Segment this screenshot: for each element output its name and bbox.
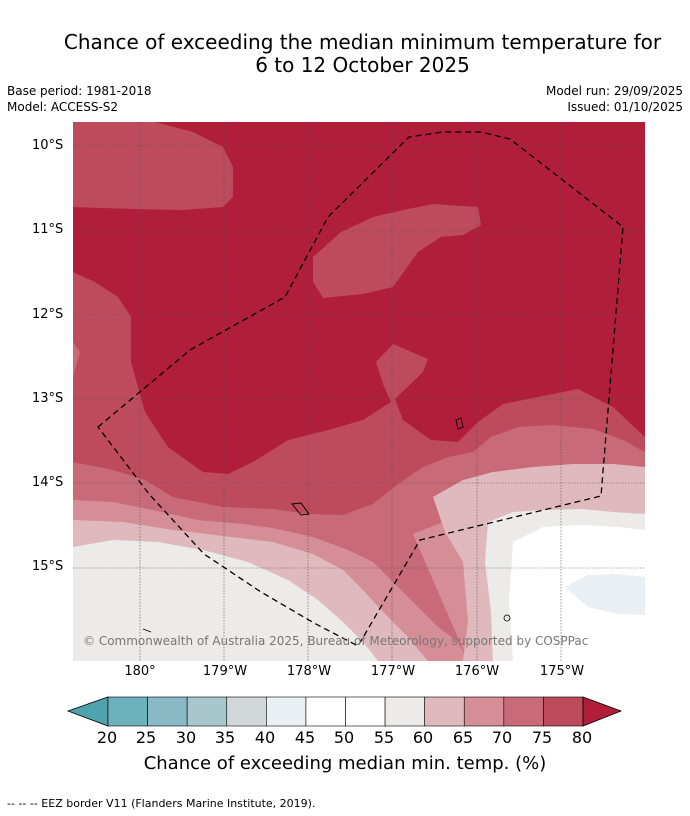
region-40-45: [565, 574, 645, 615]
chart-title: Chance of exceeding the median minimum t…: [30, 31, 690, 77]
lat-label-14s: 14°S: [32, 475, 64, 490]
island-wallis: [455, 417, 464, 430]
colorbar-segment: [424, 696, 465, 727]
meta-left: Base period: 1981-2018 Model: ACCESS-S2: [7, 83, 152, 115]
cb-tick-40: 40: [254, 728, 276, 747]
colorbar-segment: [266, 696, 307, 727]
island-futuna: [291, 502, 310, 516]
lon-label-178w: 178°W: [286, 664, 332, 679]
cb-tick-30: 30: [175, 728, 197, 747]
lon-label-175w: 175°W: [539, 664, 585, 679]
copyright-note: © Commonwealth of Australia 2025, Bureau…: [83, 634, 588, 648]
lat-label-11s: 11°S: [32, 222, 64, 237]
region-65-70-west: [73, 342, 80, 377]
lon-label-179w: 179°W: [202, 664, 248, 679]
colorbar-segment: [147, 696, 188, 727]
title-line-1: Chance of exceeding the median minimum t…: [63, 30, 662, 54]
colorbar-segment: [305, 696, 346, 727]
colorbar-segment: [543, 696, 584, 727]
cb-tick-65: 65: [452, 728, 474, 747]
cb-tick-25: 25: [135, 728, 157, 747]
eez-border: [97, 131, 624, 647]
lat-label-12s: 12°S: [32, 307, 64, 322]
region-70-75-northwest: [73, 122, 233, 210]
colorbar-title: Chance of exceeding median min. temp. (%…: [143, 753, 547, 774]
lat-label-13s: 13°S: [32, 391, 64, 406]
region-50-55: [73, 540, 378, 661]
cb-tick-70: 70: [491, 728, 513, 747]
colorbar-segment: [463, 696, 505, 727]
cb-tick-55: 55: [373, 728, 395, 747]
lon-label-177w: 177°W: [370, 664, 416, 679]
colorbar-segment: [384, 696, 425, 727]
cb-tick-60: 60: [412, 728, 434, 747]
cb-tick-20: 20: [96, 728, 118, 747]
colorbar-segment: [107, 696, 148, 727]
cb-tick-80: 80: [571, 728, 593, 747]
colorbar-high-extension: [582, 696, 623, 727]
colorbar-low-extension: [66, 696, 109, 727]
title-line-2: 6 to 12 October 2025: [255, 53, 470, 77]
issued-date: Issued: 01/10/2025: [567, 100, 683, 114]
cb-tick-50: 50: [333, 728, 355, 747]
colorbar-segment: [345, 696, 386, 727]
colorbar: [66, 696, 623, 727]
island-southwest: [142, 628, 152, 633]
eez-footnote: -- -- -- EEZ border V11 (Flanders Marine…: [7, 797, 316, 810]
lon-label-180: 180°: [124, 664, 156, 679]
lat-label-10s: 10°S: [32, 138, 64, 153]
model-run: Model run: 29/09/2025: [545, 84, 683, 98]
region-70-75-central: [313, 204, 481, 298]
colorbar-segment: [503, 696, 544, 727]
probability-map: © Commonwealth of Australia 2025, Bureau…: [73, 122, 645, 661]
meta-right: Model run: 29/09/2025 Issued: 01/10/2025: [546, 83, 683, 115]
graticule: [73, 122, 645, 661]
lon-label-176w: 176°W: [454, 664, 500, 679]
island-small: [503, 614, 511, 622]
cb-tick-75: 75: [531, 728, 553, 747]
cb-tick-35: 35: [214, 728, 236, 747]
base-period: Base period: 1981-2018: [7, 84, 152, 98]
lat-label-15s: 15°S: [32, 559, 64, 574]
colorbar-segment: [186, 696, 228, 727]
cb-tick-45: 45: [294, 728, 316, 747]
model-name: Model: ACCESS-S2: [7, 100, 119, 114]
colorbar-segment: [226, 696, 267, 727]
